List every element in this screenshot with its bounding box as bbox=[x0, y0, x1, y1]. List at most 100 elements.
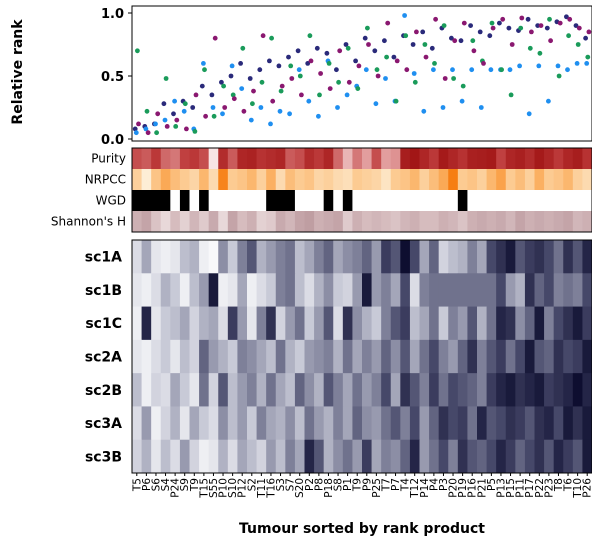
track-cell bbox=[524, 169, 535, 190]
track-cell bbox=[314, 190, 325, 211]
heatmap-cell bbox=[275, 339, 286, 374]
track-cell bbox=[496, 190, 507, 211]
track-cell bbox=[371, 169, 382, 190]
scatter-point bbox=[164, 124, 170, 129]
heatmap-cell bbox=[572, 306, 583, 341]
scatter-point bbox=[490, 25, 496, 31]
heatmap-cell bbox=[151, 373, 162, 407]
track-cell bbox=[409, 169, 420, 190]
heatmap-cell bbox=[304, 339, 315, 374]
scatter-point bbox=[297, 73, 303, 79]
heatmap-cell bbox=[515, 339, 526, 374]
heatmap-cell bbox=[132, 373, 142, 407]
track-cell bbox=[256, 148, 267, 169]
heatmap-cell bbox=[285, 406, 296, 441]
heatmap-cell bbox=[333, 306, 344, 341]
scatter-point bbox=[461, 20, 467, 26]
heatmap-cell bbox=[151, 240, 162, 274]
heatmap-cells bbox=[132, 240, 592, 474]
scatter-point bbox=[421, 108, 427, 114]
scatter-point bbox=[423, 54, 429, 60]
scatter-point bbox=[162, 117, 168, 123]
heatmap-row-label: sc3A bbox=[85, 416, 122, 432]
track-cell bbox=[429, 148, 440, 169]
heatmap-cell bbox=[208, 306, 219, 341]
heatmap-cell bbox=[199, 306, 210, 341]
heatmap-cell bbox=[285, 339, 296, 374]
scatter-point bbox=[219, 79, 224, 85]
heatmap-cell bbox=[151, 439, 162, 474]
scatter-point bbox=[499, 67, 504, 73]
track-cell bbox=[544, 190, 555, 211]
scatter-point bbox=[144, 108, 150, 114]
heatmap-cell bbox=[266, 439, 277, 474]
track-cell bbox=[544, 211, 555, 232]
heatmap-cell bbox=[524, 306, 535, 341]
heatmap-cell bbox=[496, 406, 507, 441]
x-tick-labels: T5P6S6S4P24S9T9T15S55P10S10P12S2T11T16S3… bbox=[131, 473, 592, 499]
track-cell bbox=[553, 148, 564, 169]
scatter-point bbox=[171, 111, 176, 117]
track-cell bbox=[582, 148, 592, 169]
heatmap-cell bbox=[323, 306, 334, 341]
heatmap-cell bbox=[179, 306, 190, 341]
x-tick-label: P11 bbox=[515, 478, 527, 498]
scatter-point bbox=[547, 16, 552, 22]
heatmap-cell bbox=[572, 439, 583, 474]
scatter-point bbox=[586, 29, 592, 35]
track-cell bbox=[572, 211, 583, 232]
x-axis-label: Tumour sorted by rank product bbox=[239, 521, 485, 537]
track-cell bbox=[390, 148, 401, 169]
track-cell bbox=[486, 190, 497, 211]
track-cell bbox=[199, 148, 210, 169]
x-tick-label: T11 bbox=[256, 478, 268, 499]
track-cell bbox=[515, 190, 526, 211]
track-cell bbox=[266, 211, 277, 232]
heatmap-cell bbox=[400, 273, 411, 307]
heatmap-cell bbox=[400, 339, 411, 374]
scatter-point bbox=[136, 121, 141, 127]
heatmap-cell bbox=[582, 306, 592, 341]
heatmap-cell bbox=[160, 339, 171, 374]
heatmap-cell bbox=[457, 306, 468, 341]
heatmap-cell bbox=[342, 373, 353, 407]
track-cell bbox=[141, 169, 152, 190]
heatmap-cell bbox=[189, 240, 200, 274]
heatmap-cell bbox=[141, 439, 152, 474]
scatter-point bbox=[488, 67, 494, 73]
heatmap-cell bbox=[534, 373, 545, 407]
x-tick-label: P7 bbox=[390, 478, 402, 491]
scatter-point bbox=[279, 83, 285, 89]
track-cell bbox=[438, 169, 449, 190]
heatmap-cell bbox=[247, 439, 257, 474]
track-cell bbox=[467, 169, 478, 190]
scatter-point bbox=[519, 15, 525, 21]
heatmap-cell bbox=[486, 406, 497, 441]
track-cell bbox=[400, 169, 411, 190]
x-tick-label: P19 bbox=[457, 478, 469, 498]
scatter-point bbox=[211, 113, 217, 119]
track-cell bbox=[572, 169, 583, 190]
heatmap-cell bbox=[390, 273, 401, 307]
heatmap-cell bbox=[467, 406, 478, 441]
scatter-point bbox=[202, 67, 207, 73]
heatmap-cell bbox=[352, 406, 363, 441]
track-cell bbox=[323, 169, 334, 190]
track-cell bbox=[151, 169, 162, 190]
heatmap-cell bbox=[323, 439, 334, 474]
heatmap-cell bbox=[400, 306, 411, 341]
heatmap-cell bbox=[218, 339, 229, 374]
heatmap-cell bbox=[534, 306, 545, 341]
scatter-point bbox=[459, 98, 465, 104]
track-cell bbox=[247, 169, 257, 190]
heatmap-cell bbox=[371, 373, 382, 407]
heatmap-cell bbox=[227, 439, 238, 474]
heatmap-cell bbox=[218, 373, 229, 407]
heatmap-cell bbox=[362, 240, 372, 274]
scatter-point bbox=[567, 16, 573, 22]
heatmap-cell bbox=[141, 273, 152, 307]
scatter-point bbox=[393, 98, 399, 104]
track-cell bbox=[237, 148, 248, 169]
heatmap-cell bbox=[486, 373, 497, 407]
heatmap-row-label: sc1A bbox=[85, 250, 122, 266]
